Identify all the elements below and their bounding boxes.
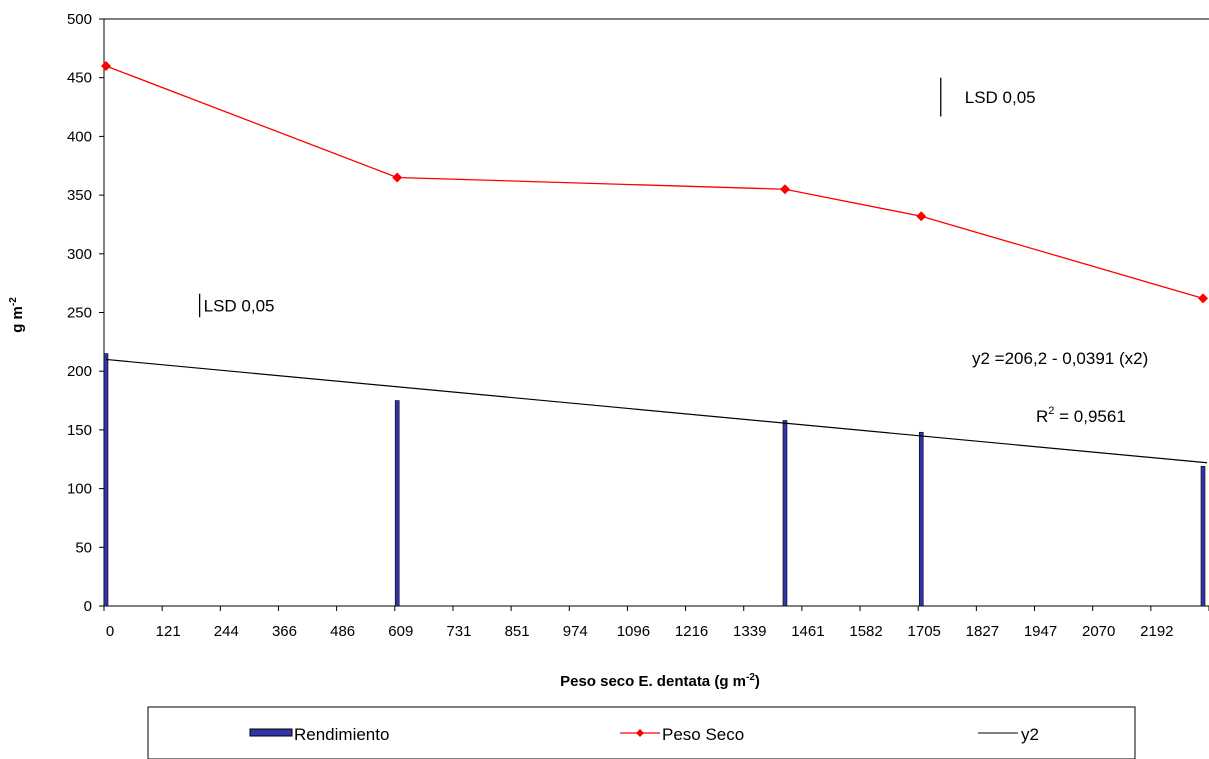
legend-label-rendimiento: Rendimiento	[294, 725, 389, 744]
x-tick-label: 1096	[617, 623, 650, 640]
x-axis-title-text: Peso seco E. dentata (g m	[560, 673, 746, 690]
r2-label-sup: 2	[1048, 405, 1054, 417]
x-tick-label: 609	[388, 623, 413, 640]
legend-swatch-peso-seco-marker	[636, 729, 644, 737]
x-tick-label: 974	[563, 623, 588, 640]
r2-label: R2 = 0,9561	[1036, 405, 1126, 426]
plot-area: 0 50 100 150 200 250 300 350 400 450 500 0 121 244 36…	[67, 11, 1209, 640]
y-tick-label: 200	[67, 363, 92, 380]
y-tick-label: 0	[84, 598, 92, 615]
line-peso-seco-path	[105, 65, 1204, 300]
legend-label-y2: y2	[1021, 725, 1039, 744]
legend-swatch-rendimiento	[249, 728, 293, 737]
trendline-y2	[105, 358, 1208, 464]
x-tick-label: 1827	[966, 623, 999, 640]
y-tick-label: 300	[67, 246, 92, 263]
y-tick-label: 400	[67, 128, 92, 145]
lsd-label: LSD 0,05	[965, 88, 1036, 107]
bar-rendimiento	[782, 420, 788, 607]
x-ticks: 0 121 244 366 486 609 731 851 974 1096 1216 1339 146…	[103, 606, 1209, 640]
bar-rendimiento	[918, 431, 924, 607]
x-tick-label: 731	[446, 623, 471, 640]
y-tick-label: 450	[67, 70, 92, 87]
y-tick-label: 350	[67, 187, 92, 204]
marker-peso-seco	[916, 211, 927, 222]
legend-label-peso-seco: Peso Seco	[662, 725, 744, 744]
x-tick-label: 244	[214, 623, 239, 640]
marker-peso-seco	[779, 184, 790, 195]
x-tick-label: 0	[106, 623, 114, 640]
marker-peso-seco	[101, 60, 111, 71]
y-ticks: 0 50 100 150 200 250 300 350 400 450 500	[67, 11, 104, 615]
y-tick-label: 100	[67, 481, 92, 498]
lsd-label: LSD 0,05	[204, 296, 275, 315]
bar-rendimiento	[394, 400, 400, 607]
y-tick-label: 150	[67, 422, 92, 439]
x-tick-label: 1947	[1024, 623, 1057, 640]
marker-peso-seco	[392, 172, 403, 183]
y-axis-title-sup: -2	[8, 297, 19, 306]
x-tick-label: 2070	[1082, 623, 1115, 640]
x-tick-label: 1461	[791, 623, 824, 640]
x-tick-label: 1339	[733, 623, 766, 640]
r2-label-r: R	[1036, 407, 1048, 426]
y-axis-title-text: g m	[9, 306, 26, 333]
legend: Rendimiento Peso Seco y2	[147, 706, 1136, 759]
bars-rendimiento	[103, 353, 1206, 607]
equation-label: y2 =206,2 - 0,0391 (x2)	[972, 349, 1148, 368]
x-tick-label: 121	[156, 623, 181, 640]
x-tick-label: 1216	[675, 623, 708, 640]
r2-label-value: = 0,9561	[1054, 407, 1125, 426]
y-tick-label: 250	[67, 305, 92, 322]
x-axis-title-close: )	[755, 673, 760, 690]
bar-rendimiento	[1200, 465, 1206, 607]
x-axis-title-sup: -2	[746, 672, 755, 683]
trendline-y2-path	[105, 358, 1208, 464]
x-tick-label: 851	[505, 623, 530, 640]
y-tick-label: 50	[75, 539, 92, 556]
y-axis-title: g m-2	[8, 297, 26, 333]
line-peso-seco	[101, 60, 1208, 304]
x-tick-label: 1582	[849, 623, 882, 640]
x-tick-label: 486	[330, 623, 355, 640]
marker-peso-seco	[1198, 293, 1208, 304]
lsd-annotations: LSD 0,05 LSD 0,05	[198, 77, 1036, 318]
bar-rendimiento	[103, 353, 109, 607]
x-tick-label: 1705	[908, 623, 941, 640]
y-tick-label: 500	[67, 11, 92, 28]
x-tick-label: 2192	[1140, 623, 1173, 640]
x-tick-label: 366	[272, 623, 297, 640]
x-axis-title: Peso seco E. dentata (g m-2)	[560, 672, 760, 690]
